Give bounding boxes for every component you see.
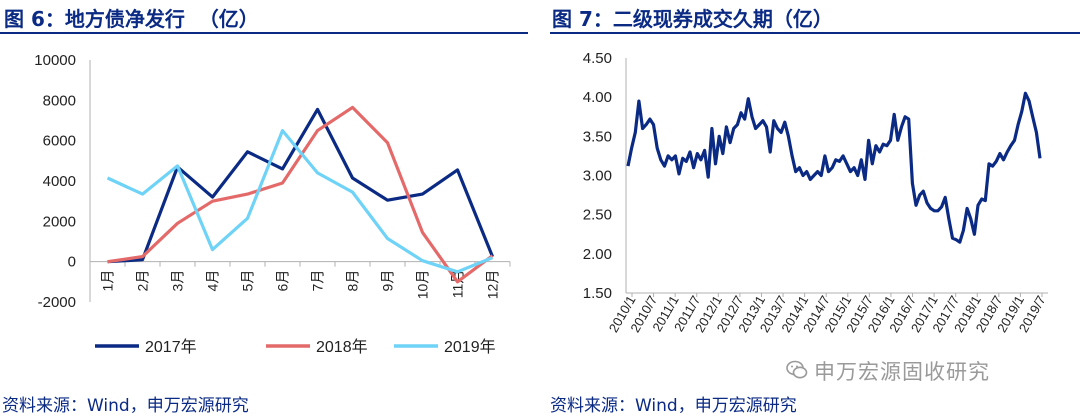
right-chart: 4.504.003.503.002.502.001.502010/12010/7… — [583, 50, 1049, 335]
left-x-tick-label: 1月 — [100, 270, 116, 292]
right-y-tick-label: 4.50 — [583, 50, 612, 67]
right-source-note: 资料来源：Wind，申万宏源研究 — [550, 396, 797, 416]
left-series-line-2018年 — [107, 105, 494, 284]
right-y-tick-label: 2.50 — [583, 207, 612, 224]
left-x-tick-label: 10月 — [415, 270, 431, 300]
left-y-tick-label: 4000 — [43, 173, 76, 190]
left-chart: -2000 0 2000 4000 6000 8000 10000 1月 2月 3月 4月 5月 6月 7… — [34, 52, 511, 356]
left-chart-title: 图 6：地方债净发行 （亿） — [4, 7, 259, 31]
right-y-tick-label: 4.00 — [583, 89, 612, 106]
right-series-line — [626, 91, 1042, 244]
left-legend-label: 2017年 — [145, 338, 197, 356]
left-series-line-2017年 — [107, 107, 494, 264]
right-y-tick-label: 1.50 — [583, 285, 612, 302]
left-x-tick-label: 3月 — [170, 270, 186, 292]
left-x-tick-label: 9月 — [380, 270, 396, 292]
left-legend-label: 2018年 — [316, 338, 368, 356]
left-x-tick-label: 7月 — [310, 270, 326, 292]
left-x-tick-label: 8月 — [345, 270, 361, 292]
watermark-text: 申万宏源固收研究 — [814, 360, 990, 384]
left-x-tick-label: 2月 — [135, 270, 151, 292]
right-title-rule — [550, 32, 1080, 34]
left-y-tick-label: 2000 — [43, 213, 76, 230]
wechat-icon — [786, 360, 808, 379]
right-chart-title: 图 7：二级现券成交久期（亿） — [552, 7, 833, 31]
left-source-note: 资料来源：Wind，申万宏源研究 — [2, 396, 249, 416]
left-x-tick-label: 4月 — [205, 270, 221, 292]
left-title-rule — [0, 32, 528, 34]
left-legend-label: 2019年 — [444, 338, 496, 356]
left-series-line-2019年 — [106, 129, 494, 274]
right-y-tick-label: 2.00 — [583, 246, 612, 263]
left-y-tick-label: 10000 — [34, 52, 76, 69]
right-y-tick-label: 3.50 — [583, 128, 612, 145]
left-x-tick-label: 5月 — [240, 270, 256, 292]
left-x-tick-label: 6月 — [275, 270, 291, 292]
left-y-tick-label: 6000 — [43, 133, 76, 150]
left-x-tick-label: 12月 — [485, 270, 501, 300]
left-y-tick-label: 8000 — [43, 92, 76, 109]
right-y-tick-label: 3.00 — [583, 168, 612, 185]
left-y-tick-label: -2000 — [38, 294, 76, 311]
left-y-tick-label: 0 — [68, 254, 76, 271]
